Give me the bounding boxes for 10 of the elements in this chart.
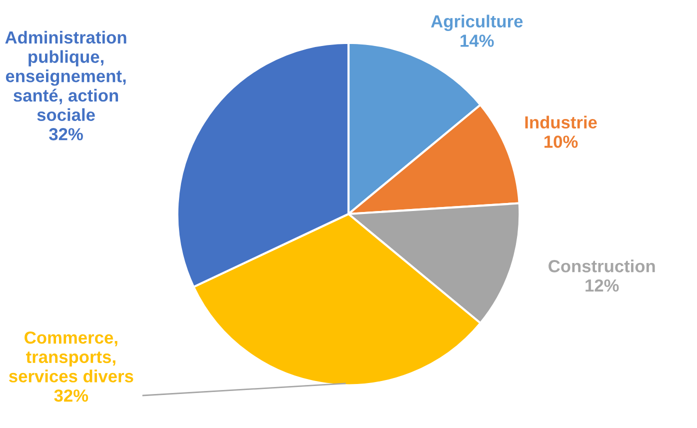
data-label: 14% [460,34,494,47]
data-label: 12% [586,279,619,292]
data-label: 32% [54,389,88,402]
slice-label: Commerce, transports, services divers [9,331,134,382]
data-label: 32% [49,128,83,140]
data-label: 10% [544,136,578,148]
slice-label: Construction [548,260,655,272]
slice-label: Administration publique, enseignement, santé, action sociale [5,30,126,122]
slice-label: Agriculture [431,14,523,31]
slice-label: Industrie [525,116,597,129]
